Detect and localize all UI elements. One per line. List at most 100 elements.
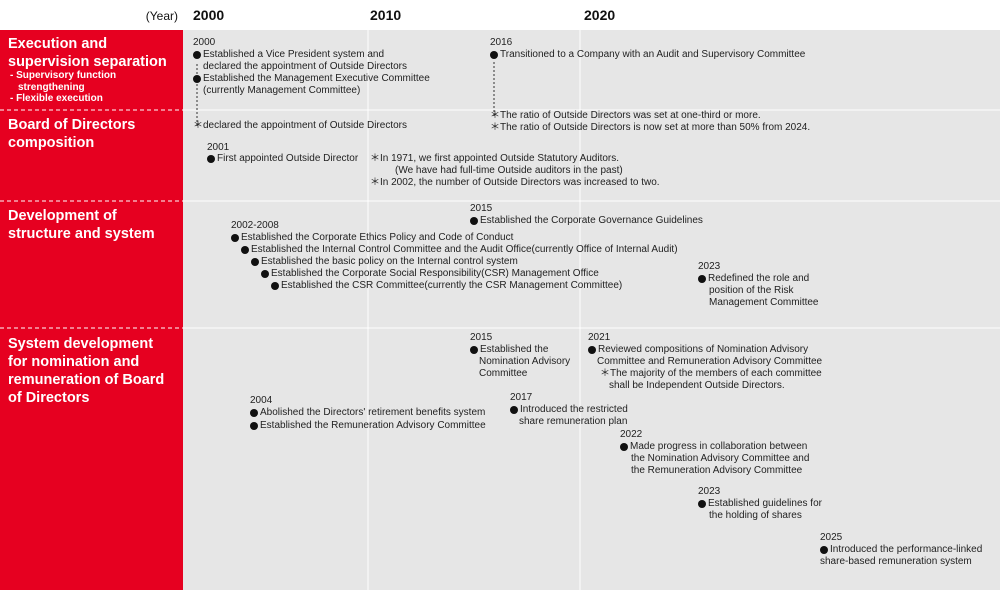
connector <box>196 62 495 128</box>
event-text: Redefined the role and <box>698 273 809 285</box>
event-text: Established the Remuneration Advisory Co… <box>250 420 486 432</box>
event-year: 2015 <box>470 203 492 215</box>
event-text: Management Committee <box>709 297 819 309</box>
event-text: ＊The ratio of Outside Directors was set … <box>490 110 761 122</box>
event-text: First appointed Outside Director <box>207 153 358 165</box>
bullet <box>250 422 258 430</box>
row-separators <box>183 109 1000 329</box>
bullet <box>490 51 498 59</box>
bullet <box>261 270 269 278</box>
text: Reviewed compositions of Nomination Advi… <box>598 344 809 355</box>
text: Committee <box>479 368 528 379</box>
event-text: Established the Management Executive Com… <box>193 73 430 85</box>
timeline-area <box>183 30 1000 590</box>
event-text: the Remuneration Advisory Committee <box>631 465 802 477</box>
bullet <box>241 246 249 254</box>
event-year: 2001 <box>207 142 229 154</box>
text: 2025 <box>820 532 843 543</box>
text: Established the Remuneration Advisory Co… <box>260 420 486 431</box>
text: ＊declared the appointment of Outside Dir… <box>193 120 407 131</box>
event-text: position of the Risk <box>709 285 794 297</box>
row-subitem: - Flexible execution <box>10 93 103 104</box>
text: Established the Corporate Ethics Policy … <box>241 232 514 243</box>
text: share remuneration plan <box>519 416 628 427</box>
text: the holding of shares <box>709 510 802 521</box>
event-year: 2002-2008 <box>231 220 279 232</box>
event-text: the Nomination Advisory Committee and <box>631 453 809 465</box>
event-text: Committee and Remuneration Advisory Comm… <box>597 356 822 368</box>
text: ＊The majority of the members of each com… <box>600 368 822 379</box>
text: 2015 <box>470 332 493 343</box>
text: Established the Corporate Social Respons… <box>271 268 599 279</box>
text: ＊In 1971, we first appointed Outside Sta… <box>370 153 620 164</box>
event-text: Established the Corporate Governance Gui… <box>470 215 703 227</box>
text: Established the basic policy on the Inte… <box>261 256 518 267</box>
text: 2017 <box>510 392 533 403</box>
red-separators <box>0 109 183 329</box>
text: (currently Management Committee) <box>203 85 361 96</box>
text: 2015 <box>470 203 493 214</box>
event-text: Established the <box>470 344 548 356</box>
text: First appointed Outside Director <box>217 153 359 164</box>
text: ＊The ratio of Outside Directors is now s… <box>490 122 811 133</box>
event-text: Introduced the restricted <box>510 404 628 416</box>
event-year: 2017 <box>510 392 532 404</box>
text: Established the CSR Committee(currently … <box>281 280 623 291</box>
event-text: Established the Internal Control Committ… <box>241 244 678 256</box>
row-title: System development for nomination and re… <box>8 336 165 406</box>
text: ＊In 2002, the number of Outside Director… <box>370 177 660 188</box>
event-text: Established the CSR Committee(currently … <box>271 280 622 292</box>
bullet <box>231 234 239 242</box>
text: 2023 <box>698 486 721 497</box>
event-text: Transitioned to a Company with an Audit … <box>490 49 805 61</box>
event-text: Introduced the performance-linked <box>820 544 982 556</box>
text: Introduced the restricted <box>520 404 628 415</box>
bullet <box>620 443 628 451</box>
text: declared the appointment of Outside Dire… <box>203 61 407 72</box>
text: position of the Risk <box>709 285 794 296</box>
event-year: 2023 <box>698 261 720 273</box>
year-header: 2020 <box>584 7 616 23</box>
event-text: declared the appointment of Outside Dire… <box>203 61 407 73</box>
event-text: share remuneration plan <box>519 416 627 428</box>
event-year: 2021 <box>588 332 610 344</box>
event-year: 2004 <box>250 395 272 407</box>
bullet <box>698 500 706 508</box>
event-year: 2016 <box>490 37 512 49</box>
row-title: Development of structure and system <box>8 208 155 242</box>
text: Established the <box>480 344 549 355</box>
event-text: the holding of shares <box>709 510 802 522</box>
event-year: 2023 <box>698 486 720 498</box>
bullet <box>588 346 596 354</box>
event-text: (We have had full-time Outside auditors … <box>395 165 623 177</box>
event-year: 2025 <box>820 532 842 544</box>
text: Transitioned to a Company with an Audit … <box>500 49 806 60</box>
text: shall be Independent Outside Directors. <box>609 380 785 391</box>
text: Nomination Advisory <box>479 356 571 367</box>
event-text: Abolished the Directors' retirement bene… <box>250 407 485 419</box>
text: 2004 <box>250 395 273 406</box>
text: ＊The ratio of Outside Directors was set … <box>490 110 761 121</box>
text: 2022 <box>620 429 643 440</box>
text: the Remuneration Advisory Committee <box>631 465 803 476</box>
text: 2000 <box>193 37 216 48</box>
year-label: (Year) <box>145 9 178 23</box>
year-header: 2000 <box>193 7 225 23</box>
event-text: Committee <box>479 368 527 380</box>
event-text: Reviewed compositions of Nomination Advi… <box>588 344 808 356</box>
text: Established a Vice President system and <box>203 49 385 60</box>
event-text: Established the basic policy on the Inte… <box>251 256 518 268</box>
event-text: Established a Vice President system and <box>193 49 384 61</box>
bullet <box>271 282 279 290</box>
event-text: ＊declared the appointment of Outside Dir… <box>193 120 407 132</box>
bullet <box>251 258 259 266</box>
event-text: Nomination Advisory <box>479 356 570 368</box>
bullet <box>193 75 201 83</box>
event-text: ＊The ratio of Outside Directors is now s… <box>490 122 810 134</box>
bullet <box>510 406 518 414</box>
event-text: Made progress in collaboration between <box>620 441 807 453</box>
bullet <box>698 275 706 283</box>
event-text: ＊In 1971, we first appointed Outside Sta… <box>370 153 619 165</box>
